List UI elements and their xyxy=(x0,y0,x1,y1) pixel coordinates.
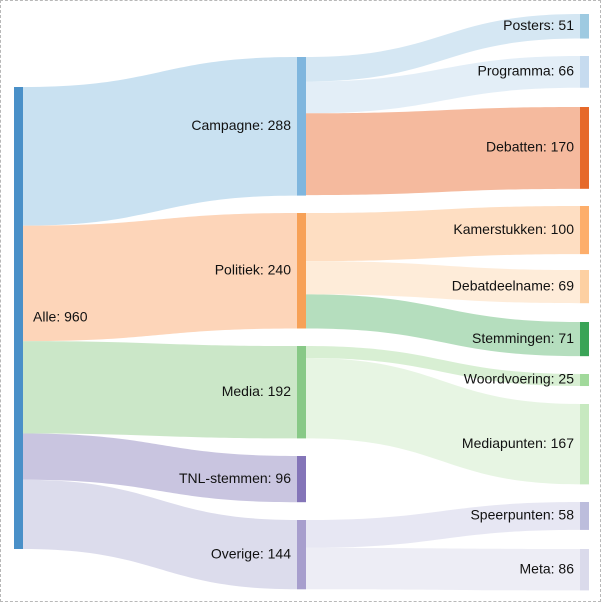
node-mediapunten[interactable] xyxy=(580,404,589,485)
link-media-to-woordvoering[interactable] xyxy=(306,346,580,387)
link-campagne-to-debatten[interactable] xyxy=(306,107,580,196)
node-label-kamerstukken: Kamerstukken: 100 xyxy=(453,221,574,237)
link-politiek-to-debatdeelname[interactable] xyxy=(306,261,580,304)
link-alle-to-overige[interactable] xyxy=(23,479,297,590)
node-label-debatdeelname: Debatdeelname: 69 xyxy=(452,277,574,293)
node-speerpunten[interactable] xyxy=(580,502,589,530)
link-politiek-to-stemmingen[interactable] xyxy=(306,294,580,357)
node-label-media: Media: 192 xyxy=(222,383,291,399)
node-label-stemmingen: Stemmingen: 71 xyxy=(472,330,574,346)
node-overige[interactable] xyxy=(297,520,306,590)
node-label-meta: Meta: 86 xyxy=(520,560,575,576)
node-label-alle: Alle: 960 xyxy=(33,309,88,325)
node-label-posters: Posters: 51 xyxy=(503,17,574,33)
link-alle-to-tnl[interactable] xyxy=(23,433,297,503)
link-politiek-to-kamerstukken[interactable] xyxy=(306,206,580,262)
node-debatdeelname[interactable] xyxy=(580,270,589,304)
link-media-to-mediapunten[interactable] xyxy=(306,358,580,485)
node-politiek[interactable] xyxy=(297,213,306,329)
sankey-nodes xyxy=(14,14,589,591)
node-programma[interactable] xyxy=(580,56,589,88)
link-overige-to-meta[interactable] xyxy=(306,547,580,591)
link-campagne-to-posters[interactable] xyxy=(306,14,580,82)
node-woordvoering[interactable] xyxy=(580,374,589,387)
node-tnl[interactable] xyxy=(297,456,306,503)
node-meta[interactable] xyxy=(580,549,589,591)
node-label-debatten: Debatten: 170 xyxy=(486,139,574,155)
node-alle[interactable] xyxy=(14,87,23,549)
link-alle-to-politiek[interactable] xyxy=(23,213,297,342)
node-campagne[interactable] xyxy=(297,57,306,196)
node-label-overige: Overige: 144 xyxy=(211,545,291,561)
link-campagne-to-programma[interactable] xyxy=(306,56,580,114)
node-label-tnl: TNL-stemmen: 96 xyxy=(179,470,291,486)
node-label-speerpunten: Speerpunten: 58 xyxy=(470,507,574,523)
link-alle-to-campagne[interactable] xyxy=(23,57,297,226)
node-label-campagne: Campagne: 288 xyxy=(191,117,291,133)
node-label-mediapunten: Mediapunten: 167 xyxy=(462,435,574,451)
node-label-woordvoering: Woordvoering: 25 xyxy=(464,371,574,387)
node-label-programma: Programma: 66 xyxy=(478,63,575,79)
node-posters[interactable] xyxy=(580,14,589,39)
node-label-politiek: Politiek: 240 xyxy=(215,261,291,277)
node-media[interactable] xyxy=(297,346,306,439)
node-kamerstukken[interactable] xyxy=(580,206,589,255)
node-stemmingen[interactable] xyxy=(580,322,589,357)
link-alle-to-media[interactable] xyxy=(23,341,297,439)
node-debatten[interactable] xyxy=(580,107,589,189)
sankey-labels: Alle: 960 Campagne: 288 Politiek: 240 Media… xyxy=(33,17,574,576)
link-overige-to-speerpunten[interactable] xyxy=(306,502,580,548)
sankey-links xyxy=(23,14,580,591)
